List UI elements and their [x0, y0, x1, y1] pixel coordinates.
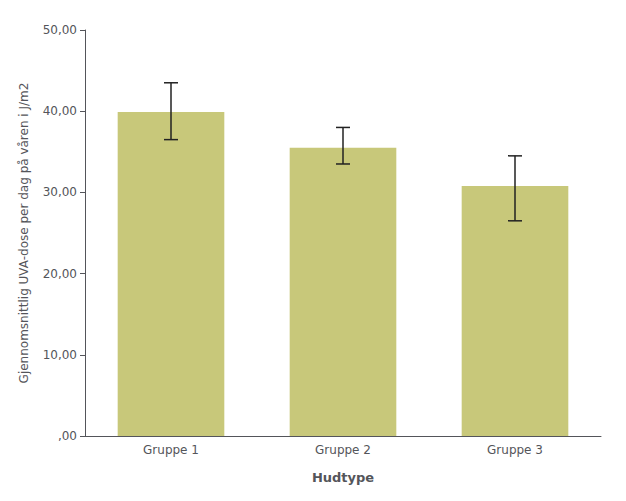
svg-text:40,00: 40,00: [43, 104, 77, 118]
svg-text:50,00: 50,00: [43, 23, 77, 37]
svg-text:Gruppe 3: Gruppe 3: [487, 443, 543, 457]
svg-text:Gjennomsnittlig UVA-dose per d: Gjennomsnittlig UVA-dose per dag på våre…: [17, 83, 31, 384]
svg-text:30,00: 30,00: [43, 185, 77, 199]
svg-text:10,00: 10,00: [43, 348, 77, 362]
svg-text:,00: ,00: [58, 429, 77, 443]
svg-text:Hudtype: Hudtype: [312, 470, 374, 485]
svg-text:20,00: 20,00: [43, 267, 77, 281]
svg-text:Gruppe 1: Gruppe 1: [143, 443, 199, 457]
svg-text:Gruppe 2: Gruppe 2: [315, 443, 371, 457]
